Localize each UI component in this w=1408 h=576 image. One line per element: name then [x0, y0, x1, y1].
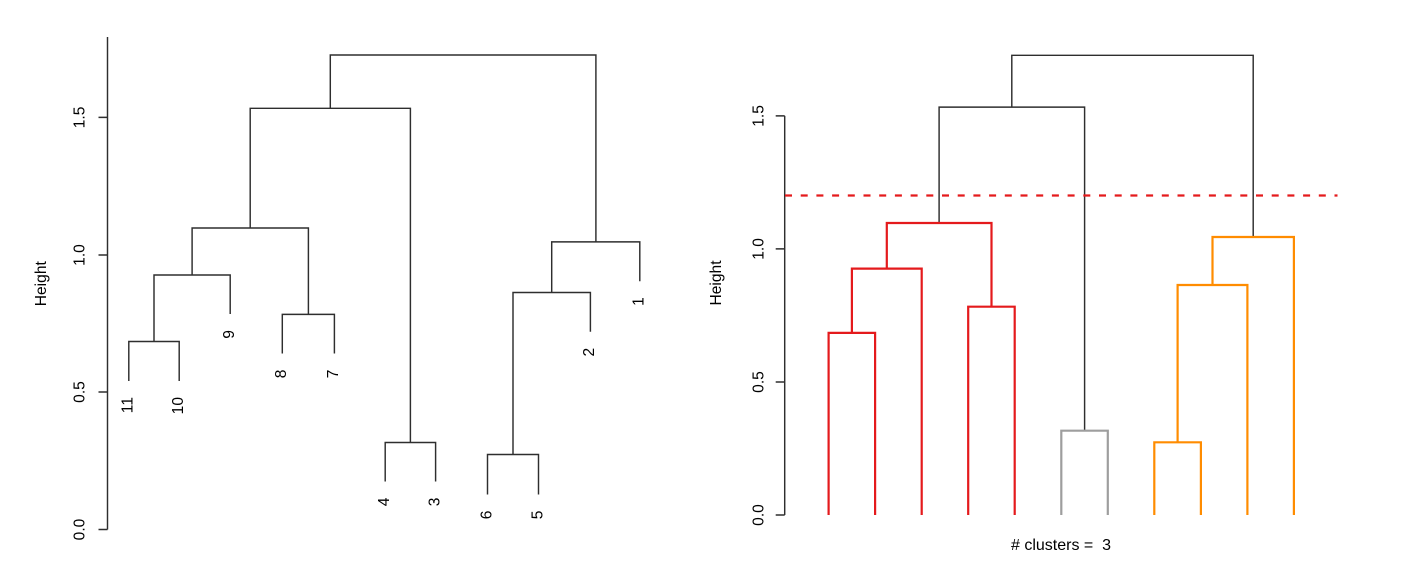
- svg-text:3: 3: [426, 498, 443, 507]
- svg-text:9: 9: [221, 330, 238, 339]
- svg-text:# clusters = 3: # clusters = 3: [1011, 537, 1111, 554]
- svg-text:Height: Height: [708, 260, 725, 306]
- svg-text:10: 10: [170, 397, 187, 415]
- svg-text:1.5: 1.5: [751, 105, 768, 127]
- svg-text:0.0: 0.0: [751, 504, 768, 526]
- svg-text:Height: Height: [33, 260, 50, 306]
- svg-text:2: 2: [581, 348, 598, 357]
- svg-text:6: 6: [478, 511, 495, 520]
- svg-text:7: 7: [325, 370, 342, 379]
- svg-text:11: 11: [120, 397, 137, 413]
- svg-text:0.5: 0.5: [751, 371, 768, 393]
- svg-text:4: 4: [376, 497, 393, 506]
- svg-text:5: 5: [529, 510, 546, 519]
- svg-text:8: 8: [273, 370, 290, 379]
- svg-text:1.0: 1.0: [72, 244, 89, 266]
- svg-text:1: 1: [631, 297, 648, 306]
- svg-text:1.0: 1.0: [751, 238, 768, 260]
- svg-text:0.0: 0.0: [72, 518, 89, 540]
- svg-text:0.5: 0.5: [72, 381, 89, 403]
- svg-text:1.5: 1.5: [72, 106, 89, 128]
